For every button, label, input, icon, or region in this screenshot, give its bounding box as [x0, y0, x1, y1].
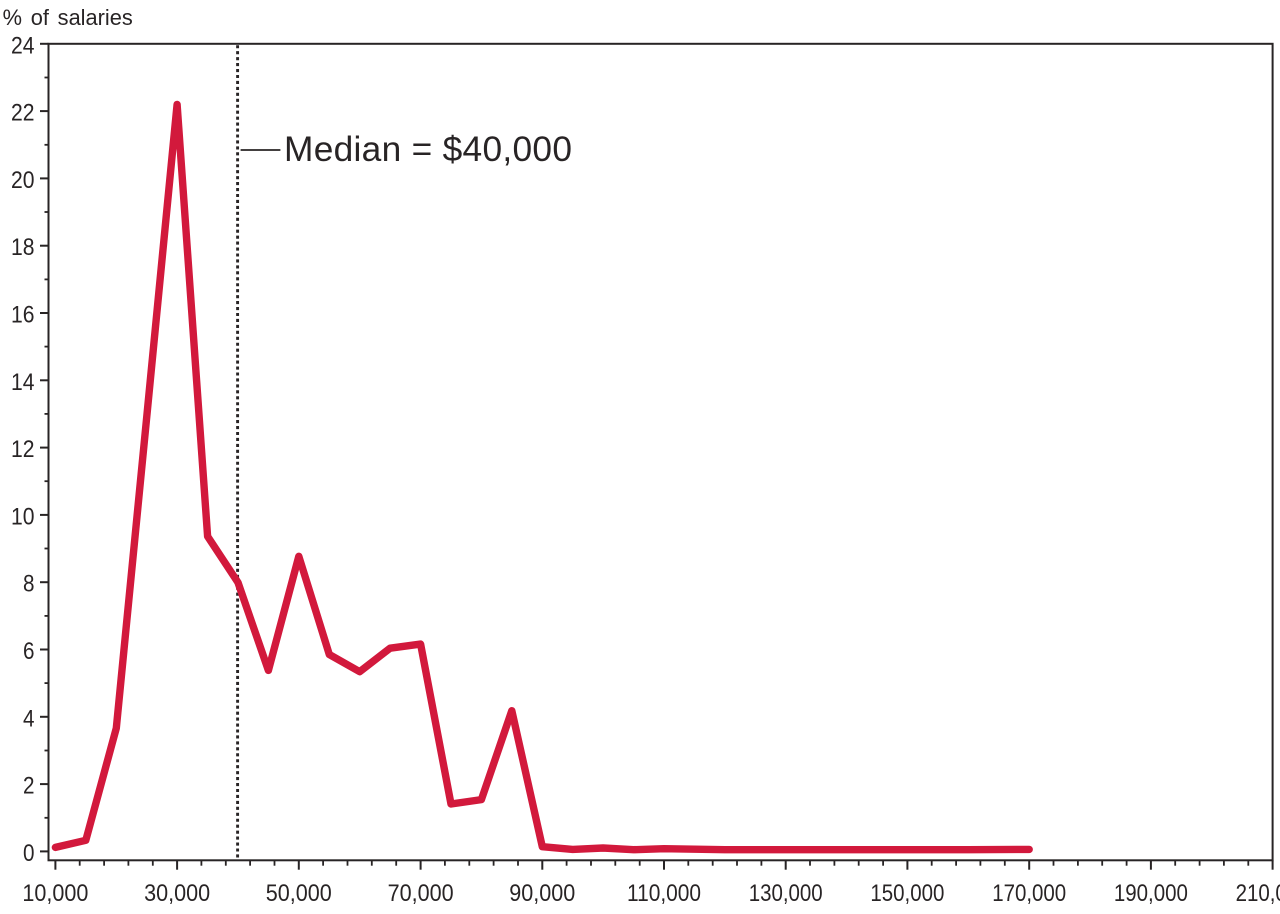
svg-text:6: 6 [23, 638, 35, 665]
svg-text:150,000: 150,000 [870, 880, 944, 907]
svg-text:130,000: 130,000 [749, 880, 823, 907]
svg-text:110,000: 110,000 [627, 880, 701, 907]
svg-text:10: 10 [11, 503, 35, 530]
svg-text:50,000: 50,000 [266, 880, 332, 907]
svg-text:16: 16 [11, 302, 35, 329]
svg-text:14: 14 [11, 369, 35, 396]
svg-text:30,000: 30,000 [144, 880, 210, 907]
svg-text:12: 12 [11, 436, 35, 463]
svg-text:4: 4 [23, 705, 35, 732]
svg-text:0: 0 [23, 840, 35, 867]
svg-text:10,000: 10,000 [22, 880, 88, 907]
svg-text:2: 2 [23, 773, 35, 800]
svg-text:170,000: 170,000 [992, 880, 1066, 907]
svg-text:190,000: 190,000 [1114, 880, 1188, 907]
svg-text:70,000: 70,000 [388, 880, 454, 907]
svg-text:24: 24 [11, 32, 35, 59]
svg-text:18: 18 [11, 234, 35, 261]
svg-text:210,000: 210,000 [1236, 880, 1280, 907]
svg-text:22: 22 [11, 100, 35, 127]
svg-text:Median = $40,000: Median = $40,000 [284, 130, 572, 169]
svg-text:20: 20 [11, 167, 35, 194]
svg-text:90,000: 90,000 [509, 880, 575, 907]
svg-text:8: 8 [23, 571, 35, 598]
svg-text:% of salaries: % of salaries [3, 5, 133, 30]
